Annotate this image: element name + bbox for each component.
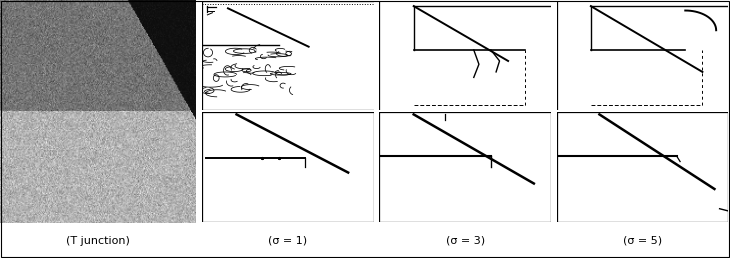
Text: (σ = 1): (σ = 1) xyxy=(269,236,307,246)
Text: (σ = 5): (σ = 5) xyxy=(623,236,662,246)
Text: (σ = 3): (σ = 3) xyxy=(445,236,485,246)
Text: (T junction): (T junction) xyxy=(66,236,130,246)
